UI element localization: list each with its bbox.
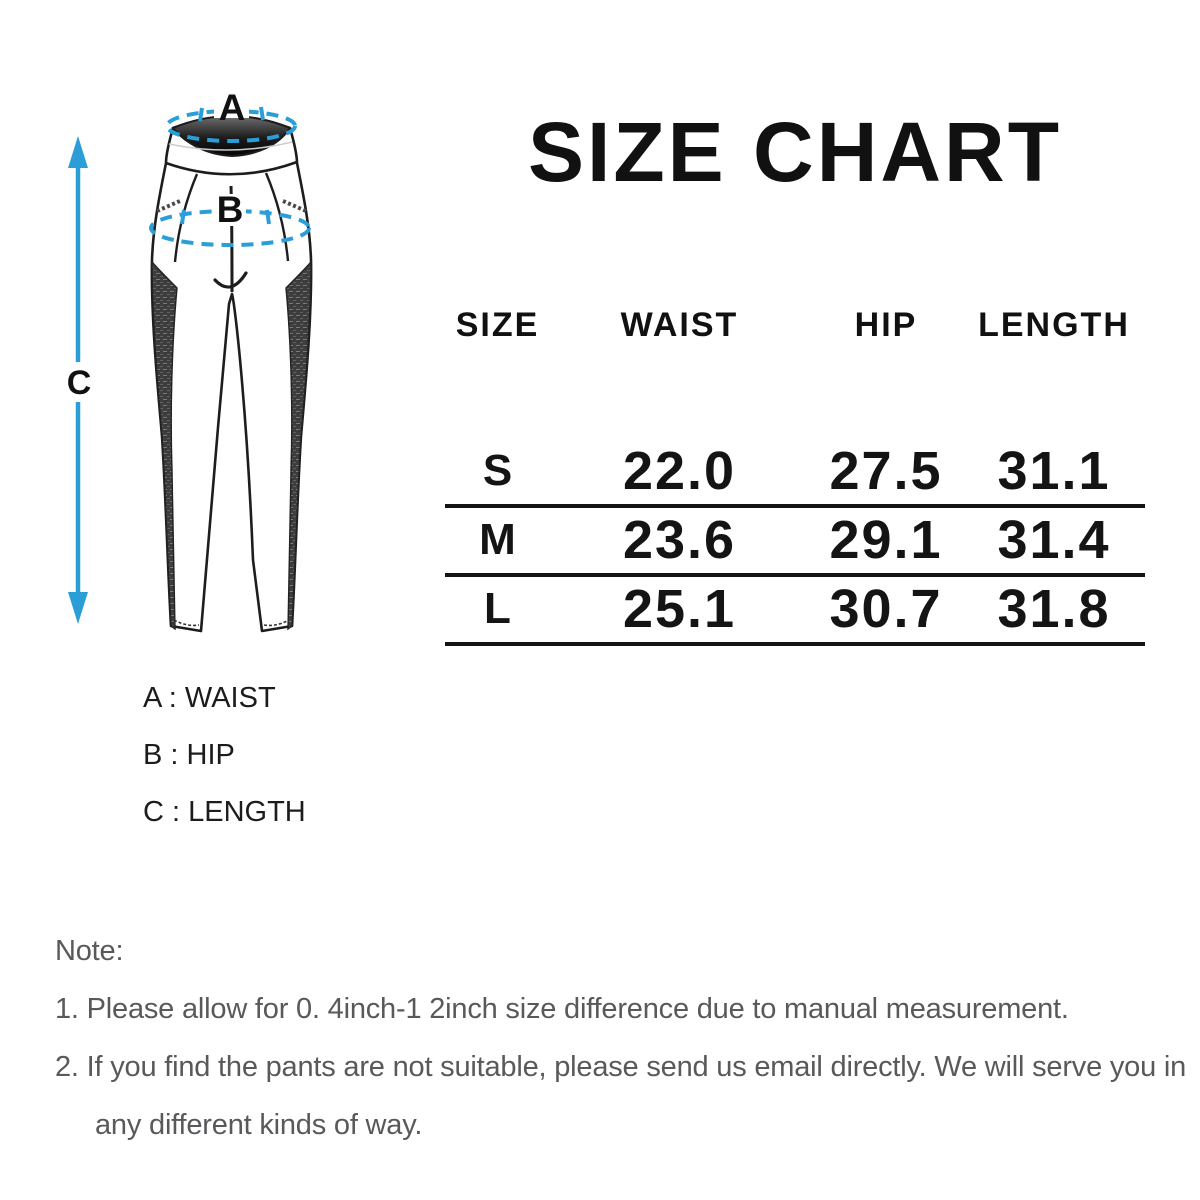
label-b: B <box>217 189 244 230</box>
size-label: M <box>479 515 516 564</box>
label-c: C <box>67 364 92 402</box>
measurement-legend: A : WAIST B : HIP C : LENGTH <box>143 680 306 830</box>
side-panel-right <box>285 260 312 631</box>
hip-value: 29.1 <box>829 510 943 570</box>
notes-section: Note: 1. Please allow for 0. 4inch-1 2in… <box>55 922 1200 1154</box>
label-a: A <box>219 87 246 128</box>
legend-waist: A : WAIST <box>143 682 276 714</box>
table-row-m: M 23.6 29.1 31.4 <box>445 508 1145 577</box>
leggings-measurement-diagram: A B C <box>63 87 313 633</box>
size-label: L <box>484 584 511 633</box>
size-table-header: SIZE WAIST HIP LENGTH <box>445 306 1145 345</box>
hip-value: 30.7 <box>829 579 943 639</box>
table-row-s: S 22.0 27.5 31.1 <box>445 439 1145 508</box>
waistband-bottom <box>165 160 298 176</box>
size-table: S 22.0 27.5 31.1 M 23.6 29.1 31.4 L 25.1… <box>445 439 1145 646</box>
hem-left <box>173 619 200 627</box>
notes-heading: Note: <box>55 935 124 967</box>
label-c-backing <box>63 362 95 402</box>
waist-tick-right <box>259 106 265 121</box>
note-item-1: 1. Please allow for 0. 4inch-1 2inch siz… <box>55 993 1069 1025</box>
pocket-opening-left <box>156 199 181 213</box>
hip-value: 27.5 <box>829 441 943 501</box>
size-label: S <box>482 446 513 495</box>
hip-tick-left <box>180 209 186 225</box>
label-b-backing <box>214 194 246 226</box>
legend-hip: B : HIP <box>143 739 235 771</box>
table-row-l: L 25.1 30.7 31.8 <box>445 577 1145 646</box>
length-value: 31.1 <box>997 441 1111 501</box>
waist-value: 25.1 <box>622 579 737 639</box>
column-header-length: LENGTH <box>978 306 1130 344</box>
length-value: 31.8 <box>997 579 1111 639</box>
hip-tick-right <box>265 209 271 225</box>
crotch-seam <box>213 271 248 289</box>
column-header-waist: WAIST <box>620 306 739 344</box>
length-value: 31.4 <box>997 510 1111 570</box>
side-panel-left <box>151 260 178 631</box>
hem-right <box>263 619 290 627</box>
pocket-opening-right <box>282 199 307 213</box>
column-header-size: SIZE <box>455 306 540 344</box>
waist-tick-left <box>198 107 204 122</box>
page-title: SIZE CHART <box>528 105 1062 199</box>
note-item-2: 2. If you find the pants are not suitabl… <box>55 1051 1187 1141</box>
legend-length: C : LENGTH <box>143 796 306 828</box>
waistband-fold <box>168 141 293 151</box>
waist-value: 23.6 <box>622 510 737 570</box>
label-a-backing <box>214 92 249 118</box>
column-header-hip: HIP <box>854 306 918 344</box>
waist-value: 22.0 <box>622 441 737 501</box>
